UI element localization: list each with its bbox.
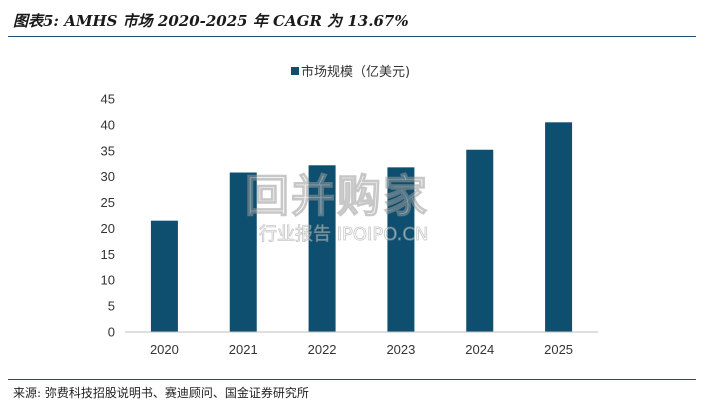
- y-tick-label: 15: [101, 247, 115, 262]
- x-tick-label: 2023: [386, 342, 415, 357]
- bar-2020: [150, 220, 178, 332]
- legend-swatch: [291, 67, 299, 75]
- y-tick-label: 30: [101, 169, 115, 184]
- y-tick-label: 45: [101, 92, 115, 107]
- bar-2021: [229, 172, 257, 332]
- y-tick-label: 40: [101, 117, 115, 132]
- bar-2024: [466, 149, 494, 332]
- y-tick-label: 10: [101, 273, 115, 288]
- bar-2025: [545, 122, 573, 332]
- bars: [150, 122, 573, 332]
- x-axis-ticks: 2020 2021 2022 2023 2024 2025: [150, 342, 573, 357]
- y-tick-label: 35: [101, 143, 115, 158]
- x-tick-label: 2021: [229, 342, 258, 357]
- y-tick-label: 0: [108, 325, 115, 340]
- y-tick-label: 25: [101, 195, 115, 210]
- y-tick-label: 20: [101, 221, 115, 236]
- source-note: 来源: 弥费科技招股说明书、赛迪顾问、国金证券研究所: [13, 386, 309, 400]
- bottom-divider: [8, 379, 696, 380]
- bar-2023: [387, 167, 415, 332]
- y-tick-label: 5: [108, 299, 115, 314]
- legend-label: 市场规模（亿美元): [301, 64, 410, 80]
- figure-title: 图表5: AMHS 市场 2020-2025 年 CAGR 为 13.67%: [13, 12, 409, 30]
- x-tick-label: 2020: [150, 342, 179, 357]
- x-tick-label: 2024: [465, 342, 494, 357]
- y-axis-ticks: 0 5 10 15 20 25 30 35 40 45: [101, 92, 115, 340]
- bar-2022: [308, 165, 336, 332]
- legend: 市场规模（亿美元): [291, 64, 410, 80]
- x-tick-label: 2022: [308, 342, 337, 357]
- top-divider: [8, 36, 696, 37]
- x-tick-label: 2025: [544, 342, 573, 357]
